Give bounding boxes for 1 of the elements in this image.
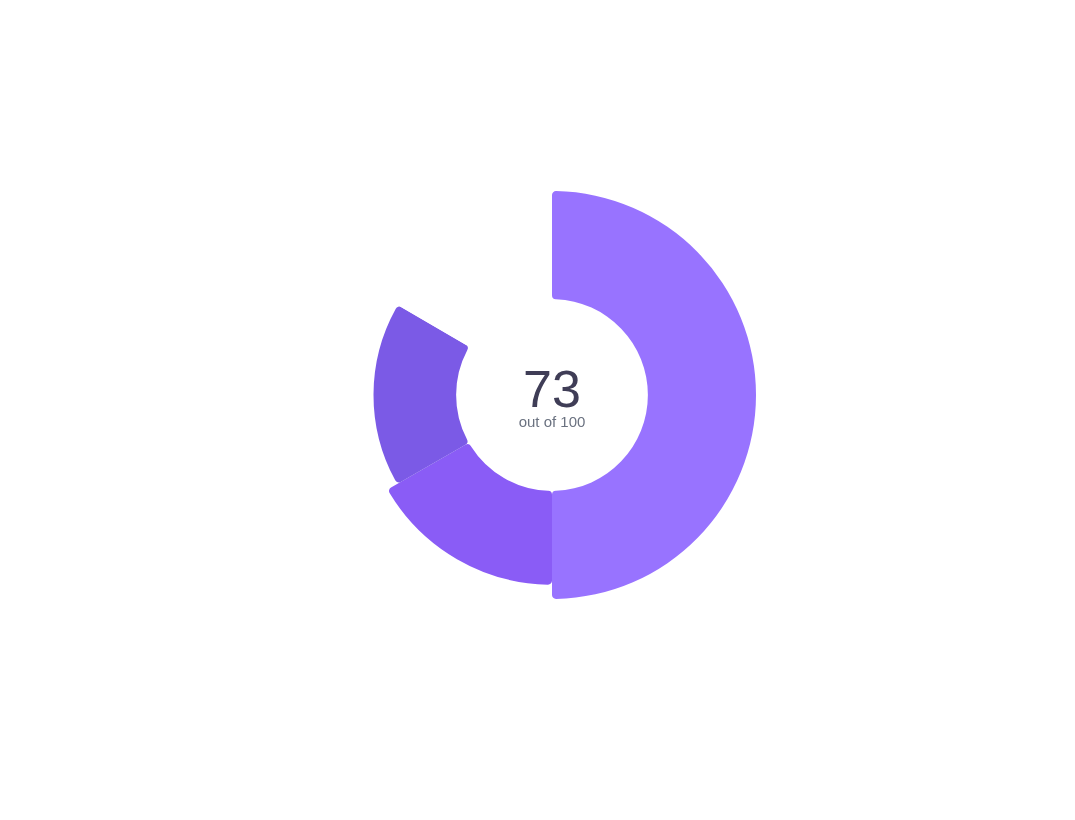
text: out of 100 [518, 413, 586, 430]
